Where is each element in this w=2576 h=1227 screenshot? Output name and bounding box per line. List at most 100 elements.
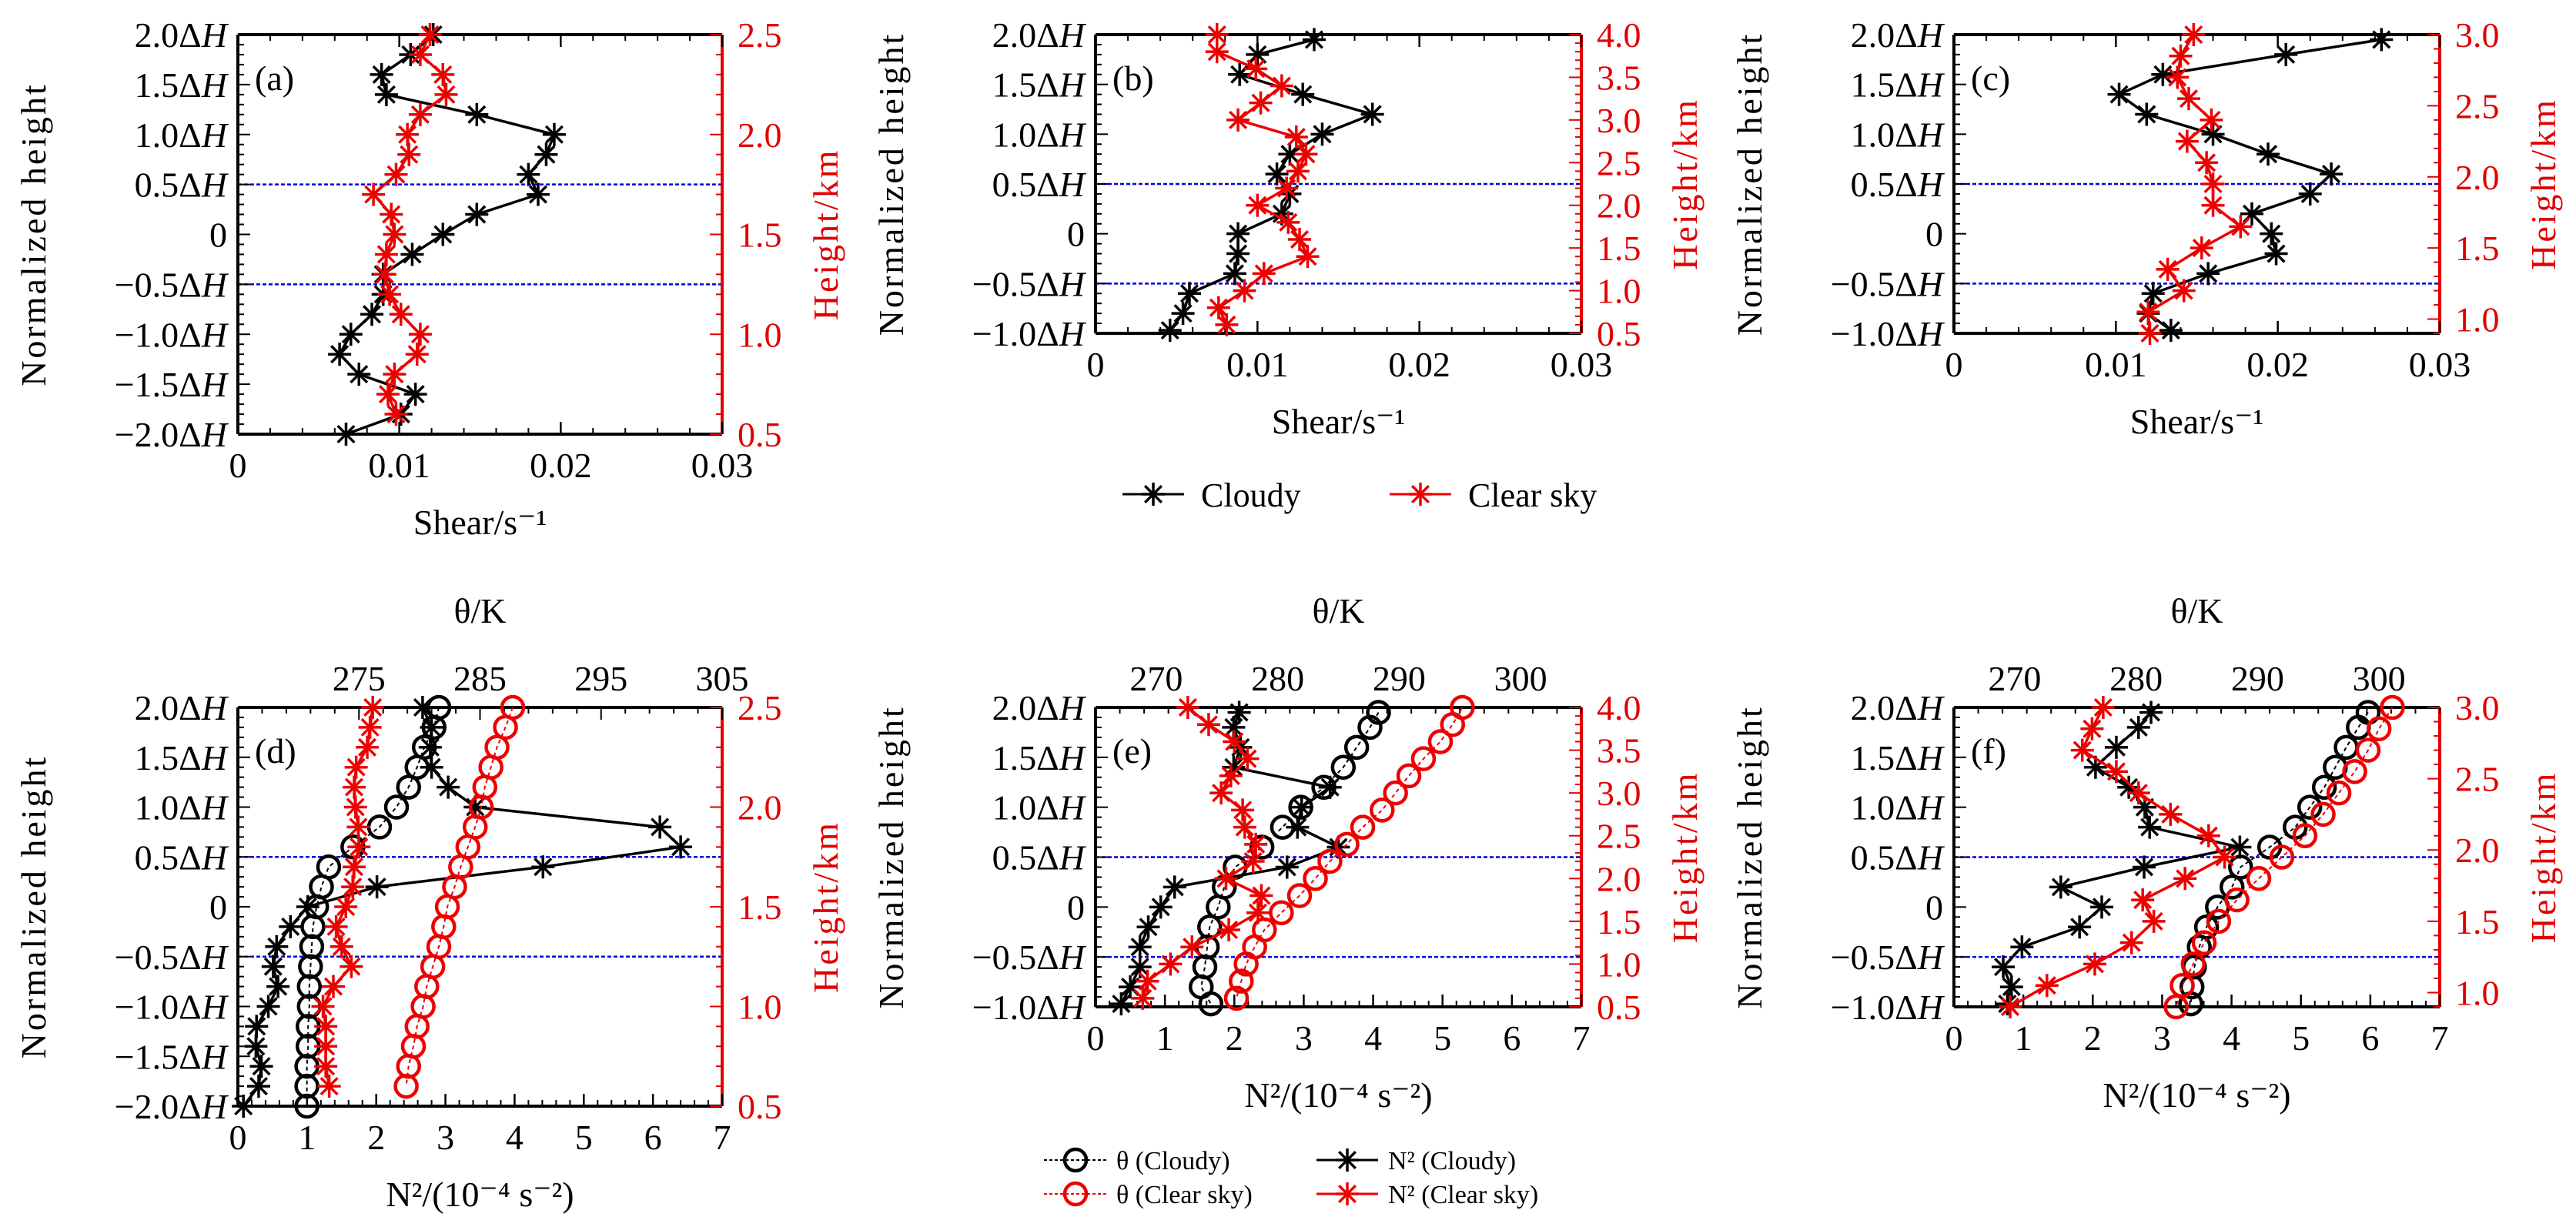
top-axis-title: θ/K <box>1312 591 1364 630</box>
data-point <box>2196 262 2220 286</box>
series-line <box>2116 38 2382 332</box>
series-line <box>1236 707 1464 999</box>
data-point <box>1284 125 1308 149</box>
top-tick-label: 280 <box>1251 659 1304 698</box>
data-point <box>384 162 408 186</box>
data-point <box>2310 801 2336 827</box>
data-point <box>1226 108 1250 132</box>
data-point <box>1176 696 1199 719</box>
data-point <box>403 383 427 406</box>
data-point <box>1265 162 1289 186</box>
data-point <box>408 42 432 66</box>
right-tick-label: 1.0 <box>2455 300 2500 339</box>
data-point <box>526 182 550 206</box>
data-point <box>2229 215 2253 239</box>
data-point <box>2070 738 2094 762</box>
y-tick-label: 1.5ΔH <box>135 65 229 105</box>
y-tick-label: 2.0ΔH <box>135 688 229 727</box>
right-tick-label: 0.5 <box>1597 314 1641 353</box>
right-tick-label: 0.5 <box>1597 988 1641 1027</box>
data-point <box>542 122 566 146</box>
data-point <box>397 142 421 166</box>
circle-marker-icon <box>1062 1181 1089 1207</box>
right-tick-label: 1.5 <box>738 216 782 255</box>
right-tick-label: 2.0 <box>2455 158 2500 197</box>
data-point <box>360 303 384 326</box>
data-point <box>339 323 363 346</box>
y-tick-label: 0 <box>209 216 227 255</box>
data-point <box>2257 142 2280 166</box>
right-tick-label: 2.0 <box>1597 186 1641 226</box>
data-point <box>2176 87 2200 111</box>
y-tick-label: −1.0ΔH <box>1831 988 1945 1027</box>
data-point <box>2173 867 2197 891</box>
right-tick-label: 0.5 <box>738 1087 782 1126</box>
data-point <box>311 995 335 1018</box>
data-point <box>420 755 443 779</box>
data-point <box>465 202 489 226</box>
x-axis-title: N²/(10⁻⁴ s⁻²) <box>2103 1075 2290 1115</box>
data-point <box>400 242 424 266</box>
data-point <box>245 1015 269 1038</box>
x-tick-label: 0 <box>229 1118 247 1157</box>
y-axis-title: Normalized height <box>1730 705 1769 1009</box>
x-tick-label: 4 <box>1364 1018 1382 1058</box>
data-point <box>1992 955 2016 979</box>
y-tick-label: 1.0ΔH <box>992 788 1087 827</box>
y-axis-title: Normalized height <box>871 32 911 336</box>
data-point <box>1427 729 1454 754</box>
data-point <box>2224 887 2250 913</box>
data-point <box>405 343 429 366</box>
y-tick-label: 2.0ΔH <box>1851 15 1945 55</box>
x-tick-label: 2 <box>1226 1018 1243 1058</box>
right-tick-label: 2.5 <box>738 15 782 55</box>
top-tick-label: 300 <box>1494 659 1547 698</box>
data-point <box>346 815 370 839</box>
x-tick-label: 0.03 <box>691 446 754 485</box>
y-tick-label: −1.0ΔH <box>972 988 1087 1027</box>
right-tick-label: 4.0 <box>1597 688 1641 727</box>
data-point <box>531 855 555 879</box>
legend-label-cloudy: Cloudy <box>1201 476 1301 514</box>
data-point <box>2180 951 2206 977</box>
x-tick-label: 0 <box>1945 345 1963 384</box>
y-tick-label: 1.5ΔH <box>1851 738 1945 777</box>
legend-label-theta-clear: θ (Clear sky) <box>1116 1181 1253 1209</box>
y-tick-label: −0.5ΔH <box>972 938 1087 977</box>
legend-marker-clear <box>1409 483 1432 506</box>
right-tick-label: 1.0 <box>738 988 782 1027</box>
data-point <box>1244 832 1268 856</box>
data-point <box>1294 142 1318 166</box>
data-point <box>2200 108 2223 132</box>
data-point <box>2104 735 2128 759</box>
data-point <box>648 815 672 839</box>
data-point <box>418 735 442 759</box>
data-point <box>1396 763 1422 789</box>
data-point <box>347 363 371 386</box>
data-point <box>1303 866 1328 891</box>
right-tick-label: 2.0 <box>1597 859 1641 898</box>
right-tick-label: 2.0 <box>2455 831 2500 870</box>
data-point <box>2175 129 2199 153</box>
y-tick-label: 0.5ΔH <box>992 165 1087 204</box>
top-tick-label: 275 <box>333 659 386 698</box>
data-point <box>1249 91 1273 115</box>
data-point <box>376 383 400 406</box>
data-point <box>361 696 385 719</box>
right-tick-label: 2.5 <box>2455 86 2500 125</box>
top-tick-label: 270 <box>1129 659 1183 698</box>
data-point <box>1246 193 1270 217</box>
x-tick-label: 3 <box>1295 1018 1313 1058</box>
y-axis-right-title: Height/km <box>1665 771 1705 944</box>
x-tick-label: 2 <box>2084 1018 2102 1058</box>
data-point <box>1241 850 1265 874</box>
data-point <box>1226 242 1250 266</box>
panel-f: 0 1 2 3 4 5 6 7 270 280 290 300 θ/K 2.0ΔH 1.5ΔH 1.0ΔH 0.… <box>1730 591 2563 1115</box>
y-tick-label: −0.5ΔH <box>115 265 229 304</box>
data-point <box>2292 823 2318 848</box>
data-point <box>2182 23 2206 46</box>
data-point <box>1217 918 1241 941</box>
right-tick-label: 3.0 <box>1597 101 1641 140</box>
data-point <box>384 403 408 426</box>
